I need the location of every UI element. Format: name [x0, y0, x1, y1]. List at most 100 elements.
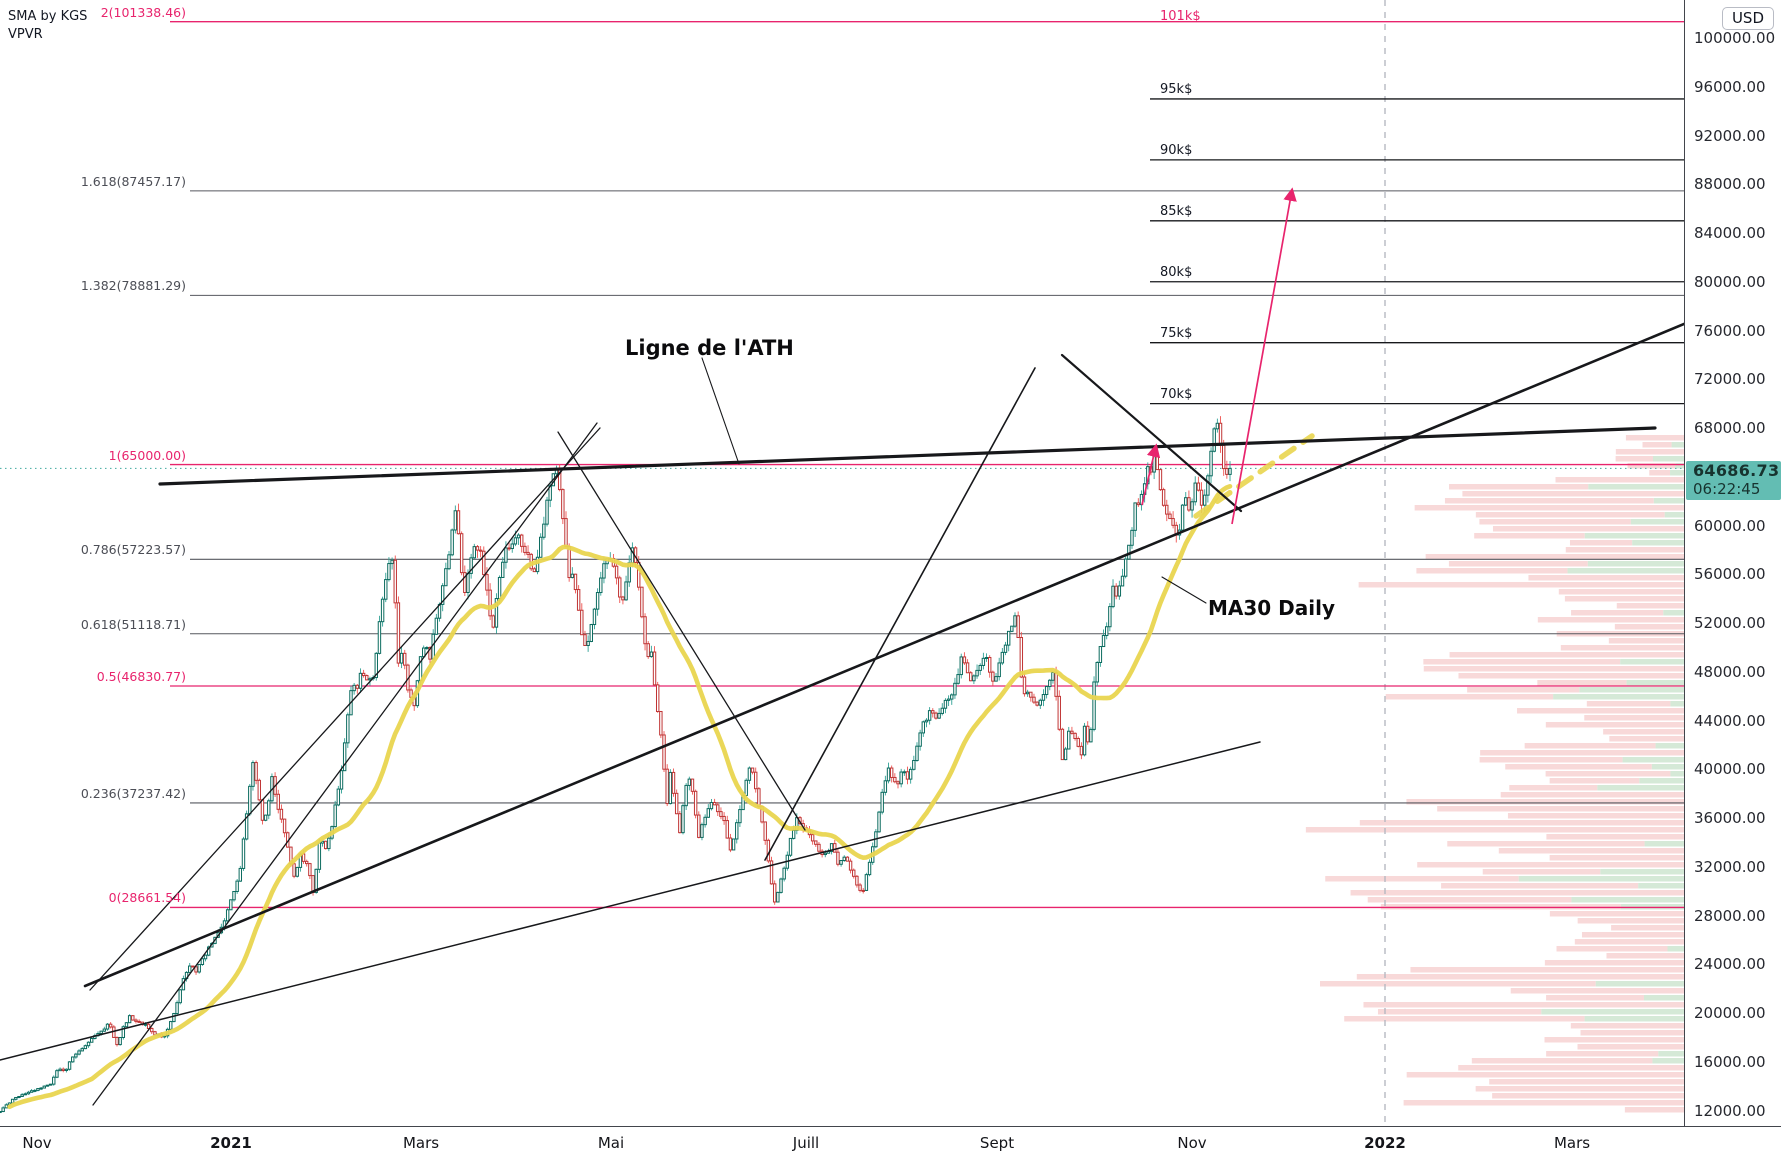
volume-profile-row [1652, 456, 1684, 462]
volume-profile-row [1584, 715, 1684, 721]
volume-profile-row [1555, 477, 1684, 483]
projection-arrow-long[interactable] [1231, 187, 1297, 525]
ath-line[interactable] [158, 426, 1657, 486]
indicator-name-sma: SMA by KGS [8, 9, 88, 24]
volume-profile-row [1570, 1023, 1684, 1029]
volume-profile-row [1615, 449, 1684, 455]
volume-profile-row [1565, 547, 1684, 553]
ath-label-pointer[interactable] [701, 357, 740, 465]
volume-profile-row [1448, 561, 1588, 567]
time-tick-mars: Mars [402, 1134, 440, 1152]
volume-profile-row [1528, 575, 1684, 581]
volume-profile-row [1414, 505, 1684, 511]
volume-profile-row [1564, 596, 1684, 602]
last-price-value: 64686.73 [1693, 461, 1780, 480]
volume-profile-row [1664, 512, 1684, 518]
price-tick: 12000.00 [1694, 1101, 1766, 1120]
volume-profile-row [1614, 624, 1684, 630]
candles-series [0, 416, 1232, 1114]
july-to-october-line[interactable] [764, 367, 1036, 861]
volume-profile-row [1545, 722, 1684, 728]
volume-profile-row [1546, 834, 1684, 840]
volume-profile-row [1467, 687, 1580, 693]
volume-profile-row [1670, 771, 1684, 777]
volume-profile-row [1482, 869, 1601, 875]
volume-profile-row [1639, 778, 1684, 784]
ma-projection-dashed-line[interactable] [1193, 433, 1315, 519]
price-tick: 44000.00 [1694, 711, 1766, 730]
price-tick: 60000.00 [1694, 516, 1766, 535]
price-tick: 16000.00 [1694, 1052, 1766, 1071]
price-tick: 28000.00 [1694, 906, 1766, 925]
volume-profile-row [1670, 470, 1684, 476]
volume-profile-row [1597, 785, 1684, 791]
volume-profile-row [1581, 932, 1684, 938]
volume-profile-row [1638, 883, 1684, 889]
price-axis[interactable]: USD 100000.00 96000.00 92000.00 88000.00 840… [1684, 0, 1781, 1162]
fib-level-label: 0.236(37237.42) [80, 785, 186, 801]
volume-profile-row [1537, 680, 1627, 686]
ma-label-pointer[interactable] [1161, 576, 1207, 604]
ma30-line[interactable] [7, 484, 1233, 1110]
time-tick-mai: Mai [597, 1134, 625, 1152]
volume-profile-row [1644, 841, 1684, 847]
volume-profile-row [1475, 512, 1665, 518]
volume-profile-row [1524, 743, 1656, 749]
april-to-july-line[interactable] [557, 431, 806, 831]
volume-profile-row [1577, 918, 1684, 924]
volume-profile-row [1474, 533, 1585, 539]
volume-profile-row [1670, 701, 1684, 707]
volume-profile-row [1658, 1051, 1684, 1057]
volume-profile-row [1580, 1030, 1684, 1036]
price-target-label: 85k$ [1160, 203, 1193, 219]
chart-canvas[interactable] [0, 0, 1684, 1162]
volume-profile-row [1385, 694, 1554, 700]
volume-profile-row [1586, 701, 1671, 707]
price-tick: 48000.00 [1694, 662, 1766, 681]
volume-profile-row [1588, 484, 1684, 490]
main-support-line[interactable] [83, 322, 1684, 988]
volume-profile-row [1549, 911, 1684, 917]
volume-profile-row [1410, 967, 1684, 973]
volume-profile-row [1616, 603, 1684, 609]
volume-profile-row [1403, 1100, 1684, 1106]
price-target-label: 101k$ [1160, 8, 1201, 24]
wedge-upper-line[interactable] [1060, 353, 1243, 513]
lower-support-line[interactable] [0, 741, 1261, 1061]
time-tick-2022: 2022 [1364, 1134, 1406, 1152]
volume-profile-row [1500, 792, 1684, 798]
fib-level-label: 1.382(78881.29) [80, 278, 186, 294]
volume-profile-row [1449, 484, 1589, 490]
currency-badge[interactable]: USD [1721, 7, 1774, 30]
volume-profile-row [1643, 995, 1684, 1001]
volume-profile-row [1320, 981, 1596, 987]
volume-profile-row [1541, 1009, 1684, 1015]
volume-profile-row [1417, 862, 1684, 868]
time-axis[interactable]: Nov 2021 Mars Mai Juill Sept Nov 2022 Mars [0, 1126, 1781, 1162]
price-tick: 36000.00 [1694, 809, 1766, 827]
ath-annotation[interactable]: Ligne de l'ATH [625, 336, 794, 360]
volume-profile-row [1475, 1086, 1684, 1092]
volume-profile-row [1611, 925, 1684, 931]
breakout-arrow-short[interactable] [1141, 443, 1161, 506]
fib-level-label: 2(101338.46) [100, 4, 186, 20]
price-tick: 68000.00 [1694, 419, 1766, 437]
price-tick: 92000.00 [1694, 126, 1766, 145]
ma30-annotation[interactable]: MA30 Daily [1208, 596, 1336, 620]
time-tick-juill: Juill [792, 1134, 820, 1152]
volume-profile-row [1509, 785, 1598, 791]
volume-profile-row [1544, 1037, 1684, 1043]
volume-profile-row [1363, 1002, 1684, 1008]
fib-level-label: 1(65000.00) [108, 447, 186, 463]
ascending-thin-line[interactable] [89, 427, 601, 991]
volume-profile-row [1441, 883, 1639, 889]
volume-profile-row [1626, 680, 1684, 686]
time-tick-2021: 2021 [210, 1134, 252, 1152]
volume-profile-row [1546, 1051, 1659, 1057]
may-peak-descending-line[interactable] [92, 422, 598, 1106]
time-tick-nov: Nov [1177, 1134, 1207, 1152]
volume-profile-row [1549, 855, 1684, 861]
indicator-name-vpvr: VPVR [8, 27, 43, 42]
price-tick: 88000.00 [1694, 175, 1766, 194]
volume-profile-row [1653, 498, 1684, 504]
